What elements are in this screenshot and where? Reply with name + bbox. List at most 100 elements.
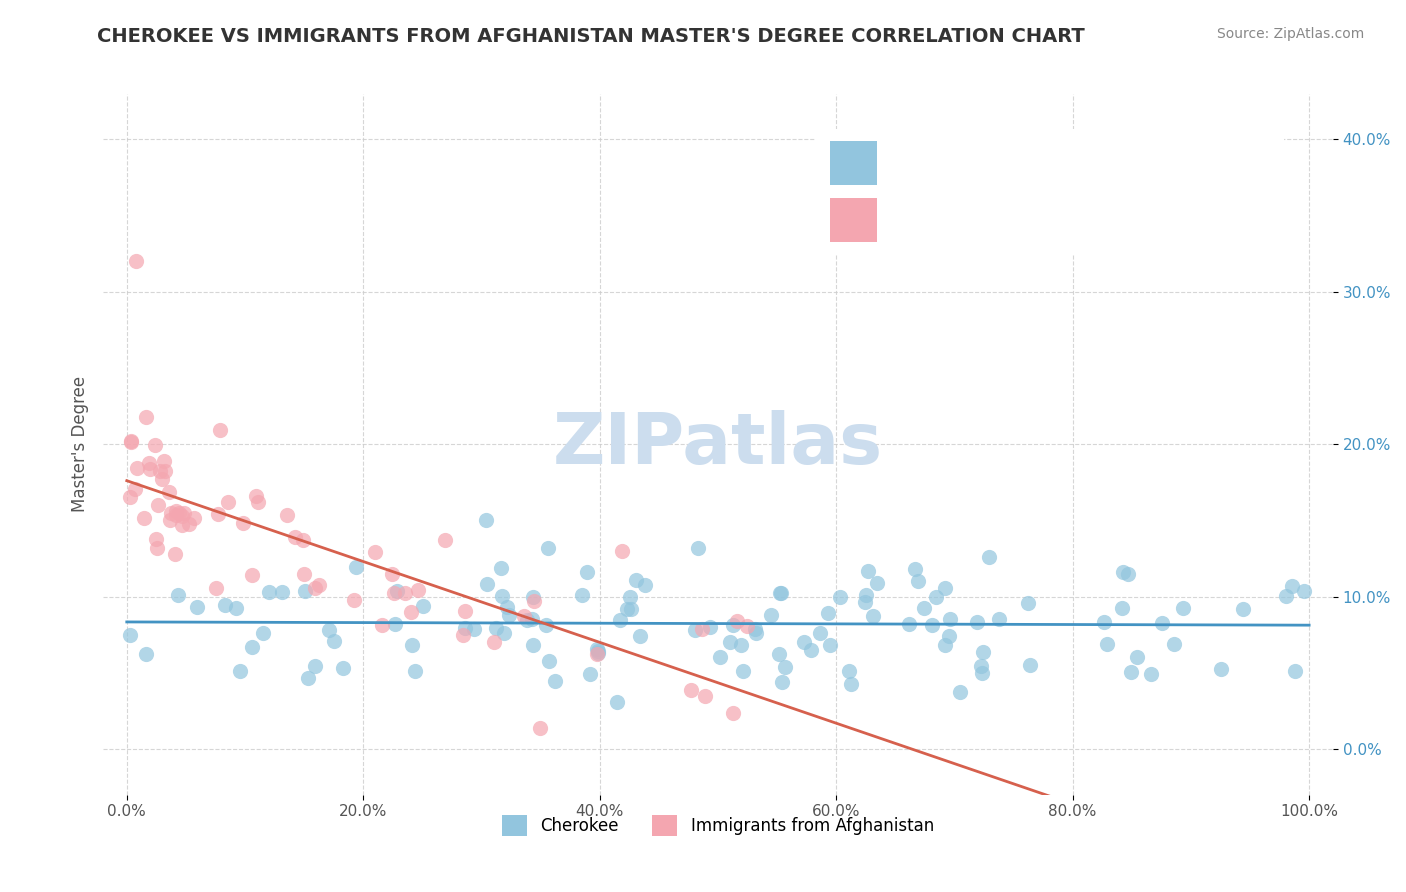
Point (858, 564, 880, 578)
Point (606, 695, 628, 709)
Point (529, 721, 551, 735)
Point (709, 649, 731, 664)
Point (1116, 566, 1139, 581)
Text: ZIPatlas: ZIPatlas (553, 409, 883, 479)
Point (246, 495, 269, 509)
Point (588, 644, 610, 658)
Point (828, 590, 851, 604)
Point (624, 574, 647, 588)
Point (232, 516, 254, 530)
Point (934, 638, 956, 652)
Point (159, 513, 181, 527)
Point (294, 584, 316, 599)
Point (482, 634, 505, 648)
Point (769, 586, 792, 600)
Point (179, 516, 201, 531)
Point (207, 507, 229, 521)
Point (768, 647, 790, 661)
Point (725, 615, 748, 629)
Point (866, 575, 889, 590)
Point (853, 595, 876, 609)
Point (153, 464, 176, 478)
Point (157, 485, 180, 500)
Point (491, 589, 513, 603)
Y-axis label: Master's Degree: Master's Degree (72, 376, 89, 512)
Point (586, 647, 609, 661)
Point (120, 434, 142, 448)
Point (793, 635, 815, 649)
Point (620, 601, 643, 615)
Point (520, 612, 543, 626)
Point (406, 582, 429, 597)
Point (1275, 589, 1298, 603)
Point (522, 590, 544, 604)
Point (773, 660, 796, 674)
Point (318, 623, 340, 637)
Point (143, 438, 166, 452)
Point (1292, 584, 1315, 599)
Point (145, 532, 167, 546)
Point (730, 639, 752, 653)
Point (1119, 665, 1142, 680)
Point (382, 586, 405, 600)
Point (173, 507, 195, 521)
Point (485, 621, 508, 635)
Point (723, 618, 745, 632)
Text: Source: ZipAtlas.com: Source: ZipAtlas.com (1216, 27, 1364, 41)
Point (166, 504, 188, 518)
Point (384, 616, 406, 631)
Point (512, 609, 534, 624)
Point (921, 618, 943, 632)
Point (146, 499, 169, 513)
Point (138, 457, 160, 471)
Point (381, 567, 404, 582)
Point (240, 567, 263, 582)
Point (292, 533, 315, 548)
Point (120, 490, 142, 504)
Point (165, 508, 187, 522)
Point (491, 560, 513, 574)
Point (323, 634, 346, 648)
Point (385, 584, 408, 599)
Point (120, 434, 142, 449)
Point (685, 623, 707, 637)
Point (1092, 615, 1115, 629)
Point (205, 581, 228, 595)
Point (124, 483, 146, 497)
Point (838, 665, 860, 679)
Point (1209, 662, 1232, 676)
Point (1150, 615, 1173, 630)
Point (841, 676, 863, 690)
Point (1018, 657, 1040, 672)
Text: CHEROKEE VS IMMIGRANTS FROM AFGHANISTAN MASTER'S DEGREE CORRELATION CHART: CHEROKEE VS IMMIGRANTS FROM AFGHANISTAN … (97, 27, 1084, 45)
Point (118, 628, 141, 642)
Point (308, 578, 330, 592)
Point (259, 585, 281, 599)
Point (575, 565, 598, 579)
Point (616, 602, 638, 616)
Point (240, 640, 263, 655)
Point (412, 599, 434, 614)
Point (186, 599, 208, 614)
Point (690, 622, 713, 636)
Point (304, 658, 326, 673)
Point (770, 675, 793, 690)
Point (516, 614, 538, 628)
Point (904, 562, 927, 576)
Point (949, 685, 972, 699)
Point (634, 578, 657, 592)
Point (149, 464, 172, 478)
Point (543, 673, 565, 688)
Point (183, 510, 205, 524)
Point (769, 586, 792, 600)
Point (245, 489, 267, 503)
Point (1232, 601, 1254, 615)
Point (364, 545, 387, 559)
Point (612, 544, 634, 558)
Point (371, 617, 394, 632)
Point (229, 664, 252, 678)
Point (718, 634, 741, 648)
Point (401, 638, 423, 652)
Point (934, 581, 956, 595)
Point (159, 507, 181, 521)
